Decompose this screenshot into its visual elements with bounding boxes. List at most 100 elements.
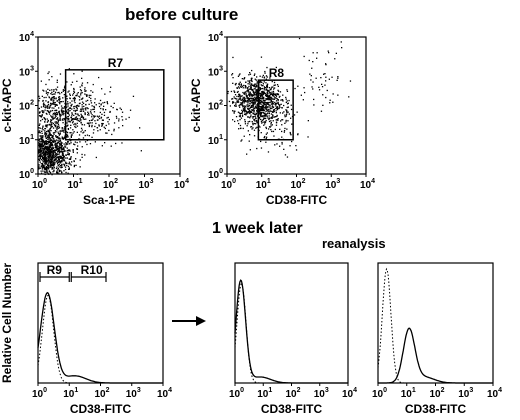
scatter-point	[272, 120, 274, 122]
scatter-point	[271, 93, 274, 95]
scatter-point	[94, 102, 96, 104]
scatter-point	[284, 127, 286, 130]
scatter-point	[249, 91, 251, 93]
scatter-point	[233, 112, 235, 114]
scatter-point	[244, 105, 246, 107]
scatter-point	[66, 125, 68, 127]
scatter-point	[279, 91, 282, 93]
scatter-point	[48, 137, 50, 139]
scatter-point	[72, 92, 75, 95]
scatter-point	[264, 103, 266, 106]
scatter-point	[69, 97, 71, 100]
x-tick-label: 103	[139, 178, 154, 191]
x-tick-exponent: 2	[302, 178, 306, 185]
scatter-point	[58, 107, 60, 109]
scatter-point	[43, 154, 45, 156]
scatter-point	[241, 99, 243, 101]
x-tick-exponent: 2	[114, 178, 118, 185]
scatter-point	[86, 143, 88, 146]
scatter-point	[68, 163, 70, 165]
scatter-point	[52, 145, 54, 147]
scatter-point	[253, 108, 256, 110]
scatter-point	[81, 108, 83, 110]
y-tick-base: 10	[208, 67, 220, 78]
scatter-point	[45, 147, 47, 149]
scatter-point	[267, 112, 269, 114]
scatter-point	[89, 122, 91, 124]
scatter-point	[44, 146, 46, 148]
scatter-point	[266, 76, 268, 78]
scatter-point	[79, 96, 81, 98]
scatter-point	[73, 131, 75, 133]
scatter-point	[348, 96, 350, 98]
scatter-point	[269, 77, 271, 79]
scatter-point	[110, 86, 112, 88]
scatter-point	[43, 90, 45, 92]
scatter-point	[58, 91, 60, 94]
scatter-point	[312, 88, 314, 90]
scatter-point	[55, 167, 58, 170]
scatter-point	[254, 102, 257, 104]
x-tick-label: 101	[401, 387, 416, 400]
scatter-point	[46, 94, 49, 96]
scatter-point	[250, 98, 252, 100]
y-tick-label: 104	[208, 31, 223, 44]
scatter-point	[76, 119, 78, 121]
scatter-point	[43, 117, 45, 119]
scatter-point	[40, 165, 42, 167]
scatter-point	[77, 120, 79, 122]
scatter-point	[68, 120, 71, 122]
scatter-point	[56, 104, 58, 106]
scatter-point	[275, 105, 277, 107]
scatter-point	[81, 98, 83, 100]
scatter-point	[247, 89, 249, 92]
scatter-point	[260, 88, 262, 90]
scatter-point	[253, 98, 255, 100]
scatter-point	[254, 100, 256, 102]
scatter-point	[271, 117, 273, 119]
scatter-point	[320, 110, 323, 112]
scatter-point	[51, 116, 53, 119]
scatter-point	[269, 76, 271, 78]
scatter-point	[241, 104, 244, 106]
scatter-point	[70, 105, 72, 107]
scatter-point	[262, 92, 265, 94]
scatter-point	[90, 102, 93, 104]
scatter-point	[232, 110, 234, 112]
scatter-point	[67, 172, 69, 174]
scatter-point	[245, 101, 247, 103]
scatter-point	[67, 141, 70, 143]
scatter-point	[55, 154, 57, 157]
scatter-point	[70, 116, 72, 119]
scatter-point	[42, 125, 44, 127]
scatter-point	[270, 113, 273, 115]
x-tick-exponent: 2	[441, 387, 445, 394]
scatter-point	[69, 94, 71, 96]
scatter-point	[238, 94, 240, 96]
x-tick-label: 100	[229, 387, 244, 400]
scatter-point	[270, 100, 272, 102]
scatter-point	[46, 135, 48, 137]
scatter-point	[47, 155, 49, 158]
scatter-point	[65, 143, 67, 145]
scatter-point	[268, 106, 270, 108]
scatter-point	[73, 106, 75, 108]
scatter-point	[282, 119, 284, 121]
scatter-point	[98, 105, 101, 108]
scatter-point	[92, 83, 94, 86]
scatter-point	[53, 93, 55, 95]
scatter-point	[57, 121, 59, 123]
scatter-point	[74, 101, 76, 104]
scatter-point	[106, 103, 109, 105]
scatter-point	[266, 102, 268, 104]
scatter-point	[38, 139, 40, 141]
scatter-point	[52, 122, 55, 125]
scatter-point	[283, 148, 285, 150]
scatter-point	[45, 167, 47, 169]
scatter-point	[269, 91, 271, 94]
scatter-point	[73, 164, 76, 167]
scatter-point	[78, 120, 81, 122]
scatter-point	[253, 94, 255, 96]
scatter-point	[73, 98, 75, 100]
scatter-point	[60, 110, 63, 112]
